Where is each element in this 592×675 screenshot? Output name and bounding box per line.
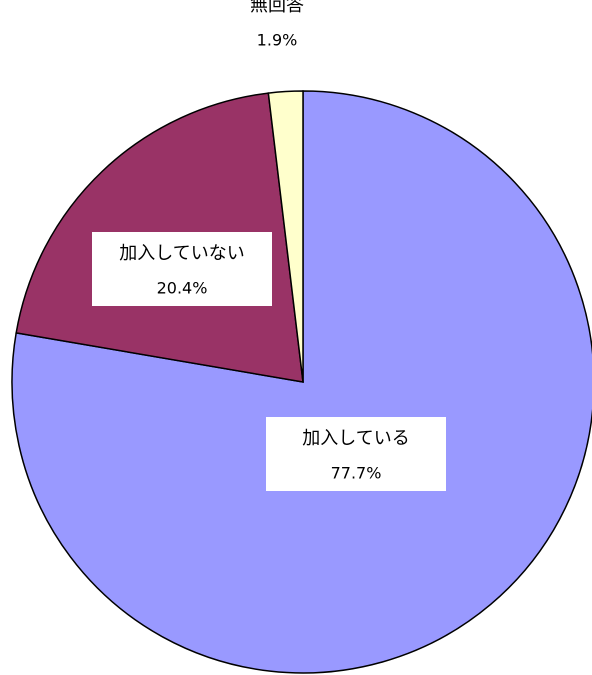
slice-label: 無回答 bbox=[250, 0, 304, 16]
slice-label: 加入している bbox=[302, 428, 409, 449]
slice-value: 20.4% bbox=[157, 279, 208, 298]
label-box bbox=[92, 232, 272, 306]
slice-value: 1.9% bbox=[257, 31, 298, 50]
slice-value: 77.7% bbox=[331, 464, 382, 483]
slice-label: 加入していない bbox=[119, 243, 244, 264]
label-box bbox=[266, 417, 446, 491]
pie-slice bbox=[267, 90, 304, 383]
